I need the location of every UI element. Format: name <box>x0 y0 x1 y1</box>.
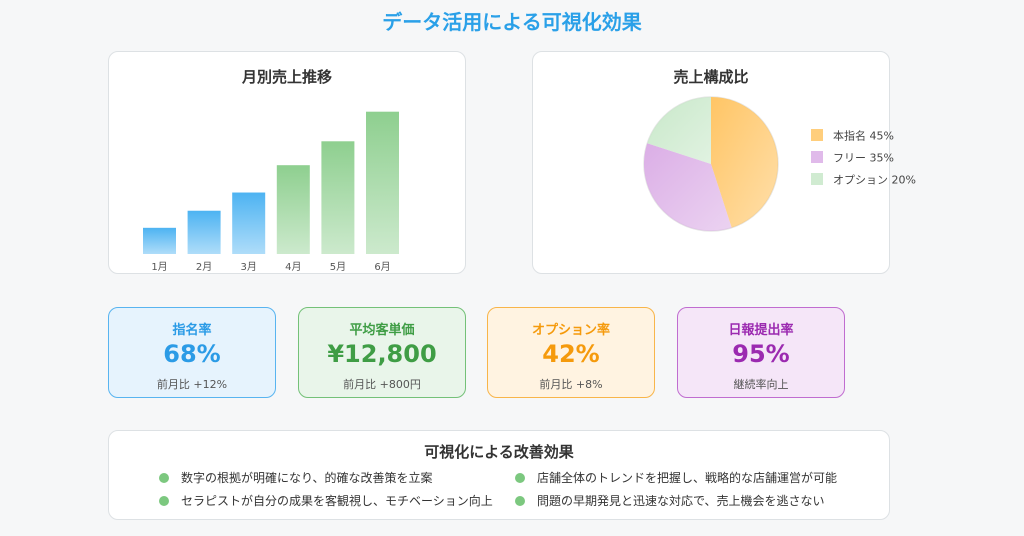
legend-swatch <box>811 151 823 163</box>
pie-slice-1 <box>644 143 732 231</box>
bullet-dot-icon <box>515 495 525 506</box>
kpi-change: 前月比 +12% <box>156 378 228 391</box>
x-tick-label: 2月 <box>196 261 212 273</box>
kpi-value: 68% <box>163 340 221 368</box>
kpi-value: ¥12,800 <box>327 340 437 368</box>
pie-chart-title: 売上構成比 <box>673 68 749 86</box>
benefit-item: 店舗全体のトレンドを把握し、戦略的な店舗運営が可能 <box>515 469 837 486</box>
kpi-card-average-price: 平均客単価 ¥12,800 前月比 +800円 <box>298 307 466 398</box>
kpi-card-nomination-rate: 指名率 68% 前月比 +12% <box>108 307 276 398</box>
bullet-dot-icon <box>159 472 169 483</box>
bar-2月 <box>187 210 221 254</box>
pie-slice-2 <box>647 97 711 164</box>
pie-slice-0 <box>711 97 778 228</box>
page-title: データ活用による可視化効果 <box>382 10 642 34</box>
x-tick-label: 1月 <box>151 261 167 273</box>
x-tick-label: 3月 <box>241 261 257 273</box>
bar-5月 <box>321 141 355 254</box>
benefit-text: 問題の早期発見と迅速な対応で、売上機会を逃さない <box>537 494 825 508</box>
improvement-effects-card: 可視化による改善効果 数字の根拠が明確になり、的確な改善策を立案 店舗全体のトレ… <box>108 430 890 520</box>
benefit-item: 問題の早期発見と迅速な対応で、売上機会を逃さない <box>515 492 825 509</box>
bar-4月 <box>276 165 310 254</box>
bullet-dot-icon <box>515 472 525 483</box>
x-tick-label: 4月 <box>285 261 301 273</box>
x-tick-label: 6月 <box>374 261 390 273</box>
kpi-change: 前月比 +8% <box>539 378 603 391</box>
sales-composition-pie-chart: 本指名 45% フリー 35% オプション 20% <box>643 96 916 232</box>
kpi-value: 42% <box>542 340 600 368</box>
legend-label: オプション 20% <box>833 174 916 187</box>
kpi-card-option-rate: オプション率 42% 前月比 +8% <box>487 307 655 398</box>
benefit-text: セラピストが自分の成果を客観視し、モチベーション向上 <box>181 494 493 508</box>
improvement-title: 可視化による改善効果 <box>424 443 574 461</box>
kpi-label: 指名率 <box>172 323 212 338</box>
kpi-card-report-rate: 日報提出率 95% 継続率向上 <box>677 307 845 398</box>
sales-composition-card: 売上構成比 本指名 45% フリー 35% オプション 20% <box>532 51 916 274</box>
legend-swatch <box>811 173 823 185</box>
kpi-label: 日報提出率 <box>728 323 794 338</box>
bullet-dot-icon <box>159 495 169 506</box>
bar-chart-title: 月別売上推移 <box>241 68 332 86</box>
legend-label: フリー 35% <box>833 152 894 165</box>
kpi-value: 95% <box>732 340 790 368</box>
bar-3月 <box>232 192 266 254</box>
benefit-text: 数字の根拠が明確になり、的確な改善策を立案 <box>181 471 433 485</box>
monthly-sales-card: 月別売上推移 1月 2月 3月 4月 5月 6月 <box>108 51 466 274</box>
monthly-sales-bar-chart: 1月 2月 3月 4月 5月 6月 <box>143 111 399 273</box>
legend-label: 本指名 45% <box>833 129 894 143</box>
benefit-item: 数字の根拠が明確になり、的確な改善策を立案 <box>159 469 433 486</box>
legend-swatch <box>811 129 823 141</box>
bar-1月 <box>143 227 176 254</box>
kpi-label: 平均客単価 <box>349 323 415 338</box>
kpi-change: 前月比 +800円 <box>343 378 421 391</box>
bar-6月 <box>366 111 399 254</box>
x-tick-label: 5月 <box>330 261 346 273</box>
kpi-change: 継続率向上 <box>733 378 789 391</box>
benefit-item: セラピストが自分の成果を客観視し、モチベーション向上 <box>159 492 493 509</box>
kpi-label: オプション率 <box>531 323 610 338</box>
benefit-text: 店舗全体のトレンドを把握し、戦略的な店舗運営が可能 <box>537 471 838 485</box>
